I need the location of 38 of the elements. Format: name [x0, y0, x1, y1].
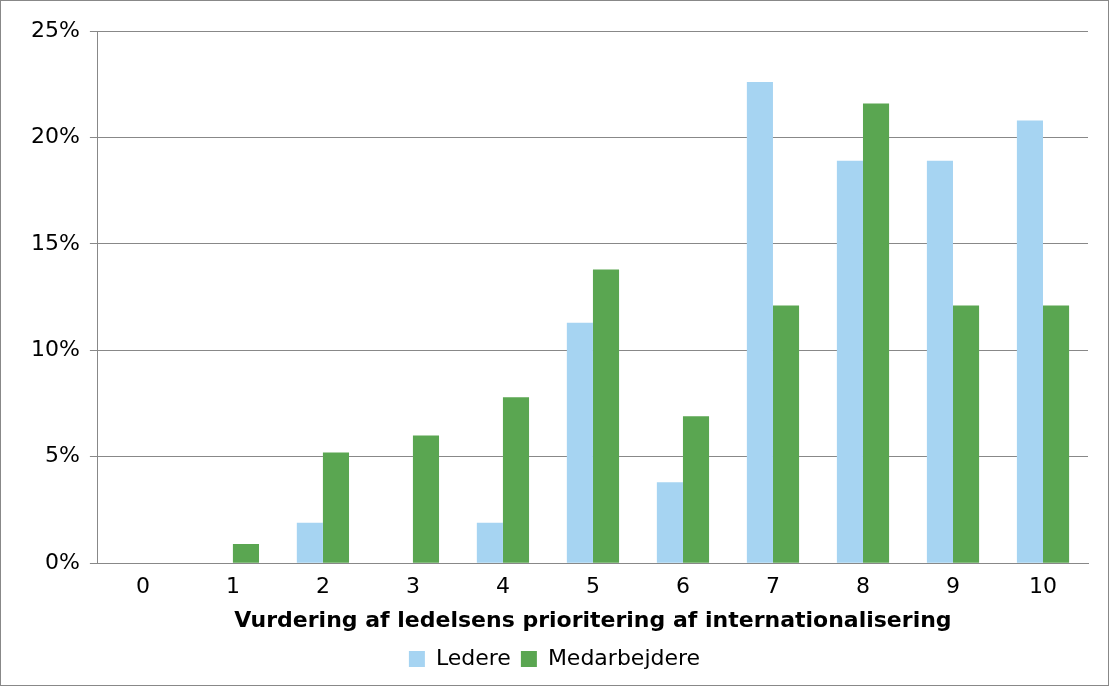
bar: [746, 82, 773, 563]
bar: [322, 452, 350, 563]
bar: [1016, 120, 1043, 563]
x-tick-label: 10: [1029, 573, 1057, 599]
x-tick-label: 9: [945, 573, 960, 599]
bar: [926, 160, 953, 563]
bar: [656, 482, 683, 563]
x-tick-label: 2: [315, 573, 330, 599]
bar: [476, 522, 503, 563]
bar: [772, 305, 800, 563]
y-tick-label: 10%: [30, 336, 80, 362]
x-tick-label: 6: [675, 573, 690, 599]
x-tick-label: 7: [765, 573, 780, 599]
x-tick-label: 3: [405, 573, 420, 599]
bar: [952, 305, 980, 563]
legend-label: Medarbejdere: [547, 644, 701, 670]
bar: [836, 160, 863, 563]
bar: [232, 544, 260, 563]
y-tick-label: 5%: [44, 442, 80, 468]
x-axis-title: Vurdering af ledelsens prioritering af internationalisering: [234, 606, 952, 632]
y-tick-label: 20%: [30, 123, 80, 149]
bar: [592, 269, 620, 563]
bar: [1042, 305, 1070, 563]
bar: [862, 103, 890, 563]
x-tick-label: 8: [855, 573, 870, 599]
legend-label: Ledere: [435, 644, 511, 670]
bar: [296, 522, 323, 563]
x-tick-label: 0: [135, 573, 150, 599]
y-tick-label: 0%: [44, 548, 80, 574]
bar: [682, 416, 710, 563]
y-tick-label: 25%: [30, 16, 80, 42]
x-tick-label: 5: [585, 573, 600, 599]
bar: [412, 435, 440, 563]
y-tick-label: 15%: [30, 229, 80, 255]
bar: [566, 322, 593, 563]
x-tick-label: 4: [495, 573, 510, 599]
x-tick-label: 1: [225, 573, 240, 599]
bar: [502, 397, 530, 563]
